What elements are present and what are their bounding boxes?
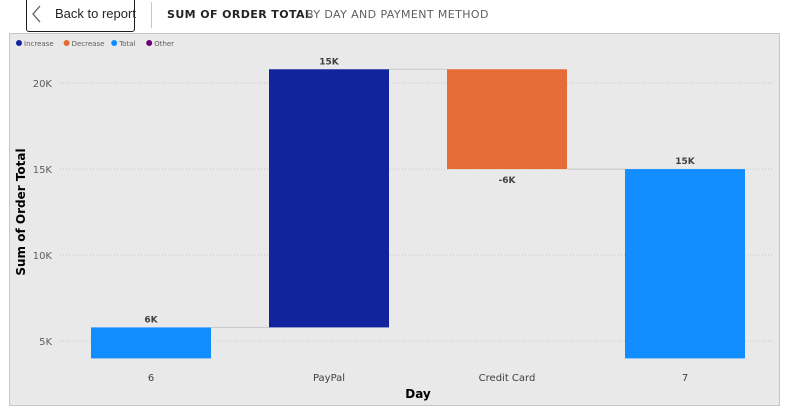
legend-label-total: Total [118,40,135,48]
top-bar: Back to report SUM OF ORDER TOTAL BY DAY… [0,0,785,32]
header-divider [151,2,152,28]
x-axis-label: Day [405,387,431,401]
x-tick-label: 7 [682,373,688,384]
legend-label-increase: Increase [24,40,54,48]
y-axis-label: Sum of Order Total [14,148,28,275]
data-labels: 6K 15K -6K 15K [144,57,695,325]
bar-paypal [269,69,389,328]
data-label: -6K [499,176,517,186]
back-to-report-label: Back to report [55,6,136,21]
legend-marker-increase [16,40,22,46]
bars [91,69,745,359]
x-axis-ticks: 6 PayPal Credit Card 7 [148,373,688,384]
y-axis-ticks: 5K 10K 15K 20K [33,79,53,348]
x-tick-label: 6 [148,373,154,384]
bar-6 [91,327,211,359]
bar-credit-card [447,69,567,170]
x-tick-label: Credit Card [479,373,536,384]
legend-marker-total [111,40,118,46]
x-tick-label: PayPal [313,373,345,384]
visual-subtitle: BY DAY AND PAYMENT METHOD [306,8,489,21]
visual-title: SUM OF ORDER TOTAL [167,8,313,21]
data-label: 15K [319,57,340,67]
connectors [211,68,625,328]
y-tick-label: 5K [39,337,52,348]
chevron-left-icon [32,5,41,23]
y-tick-label: 10K [33,251,53,262]
data-label: 15K [675,157,696,167]
data-label: 6K [144,315,158,325]
bar-7 [625,169,745,359]
legend: Increase Decrease Total Other [16,40,174,48]
legend-label-other: Other [154,40,174,48]
y-tick-label: 15K [33,165,53,176]
legend-label-decrease: Decrease [72,40,105,48]
legend-marker-other [146,40,153,46]
back-to-report-button[interactable]: Back to report [26,0,136,32]
y-tick-label: 20K [33,79,53,90]
legend-marker-decrease [63,40,70,46]
